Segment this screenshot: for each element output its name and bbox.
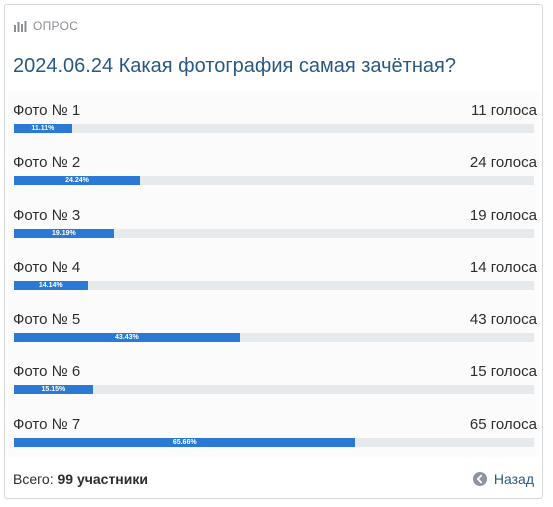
option-label: Фото № 5 (13, 311, 81, 329)
option-percent: 14.14% (38, 281, 63, 289)
poll-header: ОПРОС (13, 18, 78, 34)
option-percent: 11.11% (31, 125, 55, 132)
option-votes: 14 голоса (469, 258, 537, 276)
option-percent: 65.66% (172, 438, 197, 446)
option-percent: 19.19% (52, 229, 76, 237)
option-bar-fill: 14.14% (14, 280, 88, 290)
option-votes: 15 голоса (469, 363, 537, 381)
poll-title: 2024.06.24 Какая фотография самая зачётн… (13, 55, 456, 77)
poll-widget: ОПРОС 2024.06.24 Какая фотография самая … (4, 4, 543, 499)
option-bar-fill: 43.43% (14, 333, 240, 343)
option-label: Фото № 7 (13, 415, 81, 433)
option-bar-fill: 65.66% (14, 437, 356, 447)
option-bar-fill: 11.11% (14, 124, 72, 133)
option-bar-fill: 15.15% (14, 385, 93, 395)
total-value: 99 участники (57, 471, 148, 487)
total-participants: Всего: 99 участники (13, 471, 148, 487)
option-votes: 65 голоса (469, 415, 537, 433)
back-label: Назад (493, 471, 534, 487)
option-bar-track: 43.43% (14, 333, 534, 343)
total-label: Всего: (13, 471, 54, 487)
option-bar-track: 24.24% (14, 176, 534, 186)
option-percent: 43.43% (115, 334, 139, 342)
bar-chart-icon (13, 19, 27, 33)
option-bar-fill: 19.19% (14, 228, 114, 238)
option-bar-track: 65.66% (14, 437, 534, 447)
option-bar-track: 19.19% (14, 228, 534, 238)
option-percent: 24.24% (65, 177, 89, 185)
option-bar-track: 11.11% (14, 124, 534, 133)
poll-option-5: Фото № 5 43 голоса 43.43% (8, 300, 539, 352)
poll-option-3: Фото № 3 19 голоса 19.19% (8, 196, 539, 248)
option-votes: 11 голоса (471, 102, 537, 119)
poll-footer: Всего: 99 участники Назад (13, 471, 534, 491)
arrow-left-circle-icon (472, 472, 487, 486)
poll-options: Фото № 1 11 голоса 11.11% Фото № 2 24 го… (8, 91, 539, 458)
poll-option-2: Фото № 2 24 голоса 24.24% (8, 143, 539, 195)
poll-option-7: Фото № 7 65 голоса 65.66% (8, 405, 539, 457)
option-bar-track: 15.15% (14, 385, 534, 395)
poll-option-4: Фото № 4 14 голоса 14.14% (8, 248, 539, 300)
option-label: Фото № 6 (13, 363, 81, 381)
option-votes: 24 голоса (469, 154, 537, 172)
option-bar-fill: 24.24% (14, 176, 141, 186)
option-votes: 19 голоса (469, 206, 537, 224)
option-bar-track: 14.14% (14, 280, 534, 290)
back-link[interactable]: Назад (472, 471, 534, 487)
option-percent: 15.15% (41, 386, 66, 394)
option-label: Фото № 3 (13, 206, 81, 224)
option-label: Фото № 1 (13, 102, 81, 119)
poll-option-6: Фото № 6 15 голоса 15.15% (8, 352, 539, 404)
option-label: Фото № 4 (13, 258, 81, 276)
option-label: Фото № 2 (13, 154, 81, 172)
poll-header-label: ОПРОС (33, 19, 79, 33)
option-votes: 43 голоса (469, 311, 537, 329)
poll-option-1: Фото № 1 11 голоса 11.11% (8, 91, 539, 143)
